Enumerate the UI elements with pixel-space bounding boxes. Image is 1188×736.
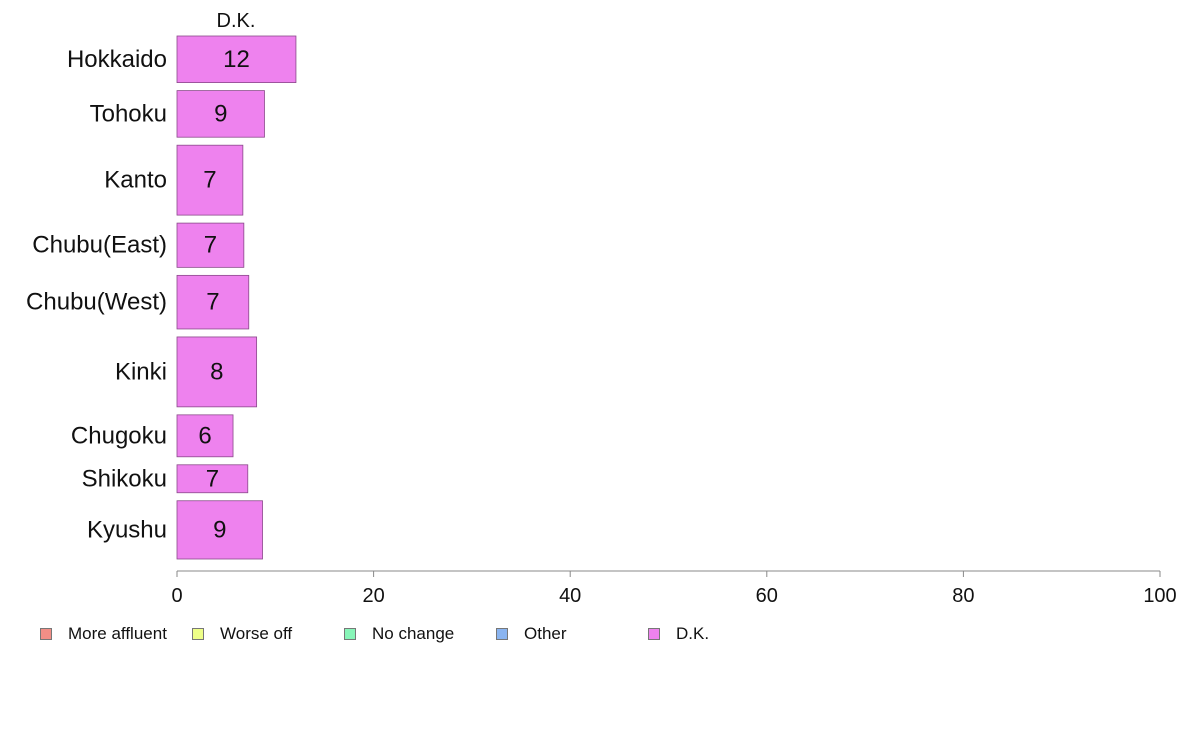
legend-label-worse-off: Worse off xyxy=(220,624,293,643)
category-label-1: Tohoku xyxy=(90,100,167,127)
bar-0 xyxy=(176,35,297,83)
legend-item-more-affluent: More affluent xyxy=(40,624,167,644)
legend-label-more-affluent: More affluent xyxy=(68,624,167,643)
bar-1 xyxy=(176,90,265,138)
bar-value-label-3: 7 xyxy=(204,232,217,259)
x-tick-label-4: 80 xyxy=(952,585,974,607)
legend-label-other: Other xyxy=(524,624,567,643)
legend-swatch-no-change xyxy=(344,628,356,640)
bar-4 xyxy=(176,274,250,330)
x-tick-label-5: 100 xyxy=(1143,585,1176,607)
legend-swatch-other xyxy=(496,628,508,640)
category-label-7: Shikoku xyxy=(82,465,167,492)
bar-value-label-7: 7 xyxy=(206,465,219,492)
bar-3 xyxy=(176,222,245,268)
bar-value-label-4: 7 xyxy=(206,289,219,316)
x-tick-label-3: 60 xyxy=(756,585,778,607)
legend-swatch-more-affluent xyxy=(40,628,52,640)
category-label-5: Kinki xyxy=(115,358,167,385)
category-label-0: Hokkaido xyxy=(67,46,167,73)
category-label-6: Chugoku xyxy=(71,422,167,449)
bar-5 xyxy=(176,336,258,408)
x-tick-label-1: 20 xyxy=(362,585,384,607)
x-tick-label-0: 0 xyxy=(171,585,182,607)
bar-value-label-2: 7 xyxy=(203,167,216,194)
bar-7 xyxy=(176,464,249,494)
legend-swatch-dk xyxy=(648,628,660,640)
bar-6 xyxy=(176,414,234,458)
legend-label-dk: D.K. xyxy=(676,624,710,643)
legend-item-dk: D.K. xyxy=(648,624,709,644)
bar-8 xyxy=(176,500,263,560)
bar-value-label-5: 8 xyxy=(210,358,223,385)
x-tick-label-2: 40 xyxy=(559,585,581,607)
bar-value-label-0: 12 xyxy=(223,46,250,73)
legend-swatch-worse-off xyxy=(192,628,204,640)
bar-2 xyxy=(176,144,244,216)
chart-title: D.K. xyxy=(217,10,256,32)
bar-value-label-1: 9 xyxy=(214,100,227,127)
legend-item-no-change: No change xyxy=(344,624,454,644)
category-label-4: Chubu(West) xyxy=(26,289,167,316)
legend-label-no-change: No change xyxy=(372,624,455,643)
legend-item-worse-off: Worse off xyxy=(192,624,292,644)
category-label-3: Chubu(East) xyxy=(32,232,167,259)
bar-value-label-6: 6 xyxy=(198,422,211,449)
legend-item-other: Other xyxy=(496,624,567,644)
bar-value-label-8: 9 xyxy=(213,516,226,543)
category-label-8: Kyushu xyxy=(87,516,167,543)
category-label-2: Kanto xyxy=(104,167,167,194)
